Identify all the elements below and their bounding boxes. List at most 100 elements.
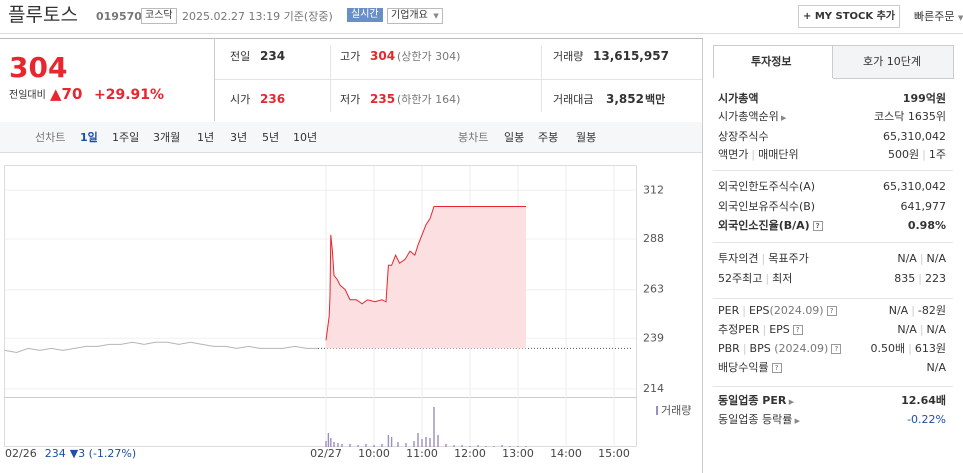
- tab-label: 호가 10단계: [863, 55, 921, 68]
- period-tab[interactable]: 일봉: [504, 131, 525, 144]
- x-tick-label: 15:00: [598, 447, 630, 460]
- y-tick-label: 288: [643, 232, 664, 245]
- x-tick-label: 14:00: [550, 447, 582, 460]
- label-text: 투자의견: [718, 252, 759, 265]
- label-text: PBR: [718, 342, 740, 355]
- row-label: 외국인소진율(B/A)?: [718, 220, 823, 231]
- row-value: 199억원: [902, 92, 946, 105]
- volume-bar: [525, 446, 527, 447]
- volume-bar: [429, 438, 431, 447]
- row-label: 시가총액순위 ▶: [718, 110, 787, 123]
- value-text: N/A: [897, 323, 917, 336]
- volume-bar: [341, 444, 343, 447]
- value-text: 613원: [914, 342, 946, 355]
- row-value: N/A | N/A: [897, 323, 946, 336]
- volume-bar: [373, 445, 375, 447]
- stat-value: 235: [370, 92, 396, 106]
- y-tick-label: 239: [643, 331, 664, 344]
- change-pct: +29.91%: [94, 87, 165, 103]
- period-tab[interactable]: 3년: [230, 131, 248, 144]
- volume-bar: [381, 444, 383, 447]
- company-overview[interactable]: 기업개요 ▼: [387, 8, 443, 24]
- row-value: 641,977: [900, 200, 947, 213]
- period-tab[interactable]: 3개월: [153, 131, 181, 144]
- stat-label: 저가: [340, 93, 361, 106]
- inactive-tab[interactable]: [832, 45, 954, 79]
- value-text: N/A: [926, 252, 946, 265]
- stat-note: (하한가 164): [397, 93, 461, 106]
- volume-bar: [509, 446, 511, 447]
- row-label: PBR | BPS (2024.09)?: [718, 342, 842, 355]
- label-text: EPS: [748, 304, 770, 317]
- value-text: 223: [925, 272, 946, 285]
- value-text: 835: [894, 272, 916, 285]
- volume-bar: [390, 437, 393, 447]
- label-text: 동일업종 등락률: [718, 413, 793, 426]
- row-label: 투자의견 | 목표주가: [718, 252, 809, 265]
- stat-label: 거래대금: [553, 93, 594, 106]
- volume-bar: [327, 433, 330, 447]
- label-text: 외국인소진율(B/A): [718, 219, 810, 232]
- volume-bar: [461, 445, 463, 447]
- period-tab[interactable]: 1주일: [112, 131, 140, 144]
- period-tab[interactable]: 10년: [293, 131, 318, 144]
- volume-bar: [501, 445, 503, 447]
- stat-label: 시가: [230, 93, 251, 106]
- my-stock-button[interactable]: + MY STOCK 추가: [798, 5, 900, 28]
- volume-bar: [453, 445, 455, 447]
- volume-bar: [330, 438, 332, 447]
- label-text: EPS: [769, 323, 790, 336]
- tab-label: 투자정보: [751, 55, 792, 68]
- row-label: 추정PER | EPS?: [718, 324, 803, 335]
- y-tick-label: 214: [643, 382, 664, 395]
- value-text: -82원: [917, 304, 946, 317]
- row-label: PER | EPS(2024.09)?: [718, 305, 837, 316]
- volume-bar: [333, 442, 335, 447]
- period-tab[interactable]: 1일: [80, 131, 98, 144]
- row-value: 65,310,042: [883, 130, 946, 143]
- label-text: 52주최고: [718, 272, 763, 285]
- volume-bar: [413, 441, 415, 447]
- label-period: (2024.09): [774, 342, 829, 355]
- change: ▲70: [50, 85, 83, 103]
- label-text: 매매단위: [758, 148, 799, 161]
- current-price: 304: [9, 51, 68, 84]
- volume-bar: [517, 446, 519, 447]
- prev-date: 02/26: [5, 447, 37, 460]
- x-tick-label: 12:00: [454, 447, 486, 460]
- volume-bar: [337, 443, 339, 447]
- x-tick-label: 13:00: [502, 447, 534, 460]
- x-tick-label: 02/27: [310, 447, 342, 460]
- label-text: PER: [718, 304, 740, 317]
- realtime-badge[interactable]: 실시간: [347, 8, 383, 22]
- period-tab[interactable]: 5년: [262, 131, 280, 144]
- tab-group-label: 봉차트: [458, 131, 489, 144]
- volume-bar: [349, 444, 351, 447]
- row-value: 0.50배 | 613원: [870, 342, 946, 355]
- period-tab[interactable]: 월봉: [576, 131, 597, 144]
- volume-bar: [433, 407, 435, 447]
- value-text: 1주: [928, 148, 946, 161]
- quick-order[interactable]: 빠른주문 ▼: [914, 10, 963, 23]
- volume-legend: 거래량: [661, 404, 691, 417]
- y-tick-label: 312: [643, 183, 664, 196]
- period-tab[interactable]: 1년: [197, 131, 215, 144]
- volume-bar: [387, 435, 390, 447]
- stat-label: 고가: [340, 50, 361, 63]
- value-text: N/A: [897, 252, 917, 265]
- period-tab[interactable]: 주봉: [538, 131, 559, 144]
- volume-bar: [445, 444, 447, 447]
- stat-value: 304: [370, 49, 396, 63]
- price-line: [325, 206, 526, 341]
- row-label: 액면가 | 매매단위: [718, 148, 799, 161]
- label-text: 추정PER: [718, 323, 760, 336]
- value-text: N/A: [888, 304, 909, 317]
- volume-bar: [365, 444, 367, 447]
- stat-value: 236: [260, 92, 286, 106]
- stock-name: 플루토스: [8, 4, 78, 26]
- volume-bar: [425, 437, 427, 447]
- volume-bar: [477, 445, 479, 447]
- row-label: 동일업종 PER ▶: [718, 394, 795, 407]
- volume-bar: [485, 446, 487, 447]
- stat-value: 13,615,957: [593, 49, 669, 63]
